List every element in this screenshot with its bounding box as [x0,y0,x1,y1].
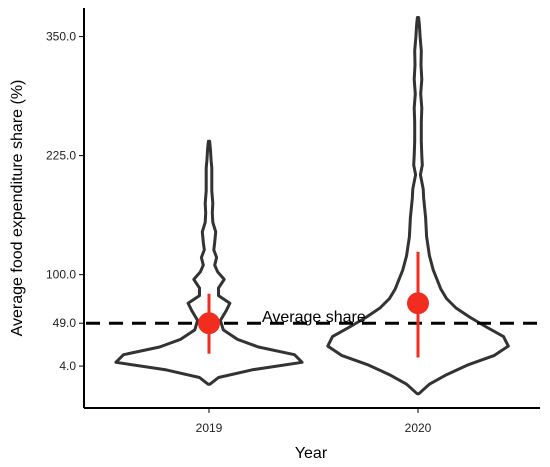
y-axis: 4.0 49.0 100.0 225.0 350.0 [46,8,85,408]
mean-point-2019 [198,312,220,335]
mean-point-2020 [407,292,429,315]
violin-2019 [114,139,304,386]
reference-line-group: Average share [86,309,540,326]
y-tick-label: 49.0 [53,316,77,330]
y-tick-label: 350.0 [46,30,76,44]
x-axis: 2019 2020 [84,407,540,435]
violin-2020 [326,16,510,396]
y-tick-label: 4.0 [59,359,76,373]
violins [114,16,510,396]
summary-points [198,251,429,358]
y-axis-title: Average food expenditure share (%) [9,80,26,337]
x-tick-label: 2020 [405,421,432,435]
x-axis-title: Year [295,445,328,462]
y-tick-label: 100.0 [46,268,76,282]
reference-line-label: Average share [262,309,366,326]
y-tick-label: 225.0 [46,149,76,163]
x-tick-label: 2019 [196,421,223,435]
